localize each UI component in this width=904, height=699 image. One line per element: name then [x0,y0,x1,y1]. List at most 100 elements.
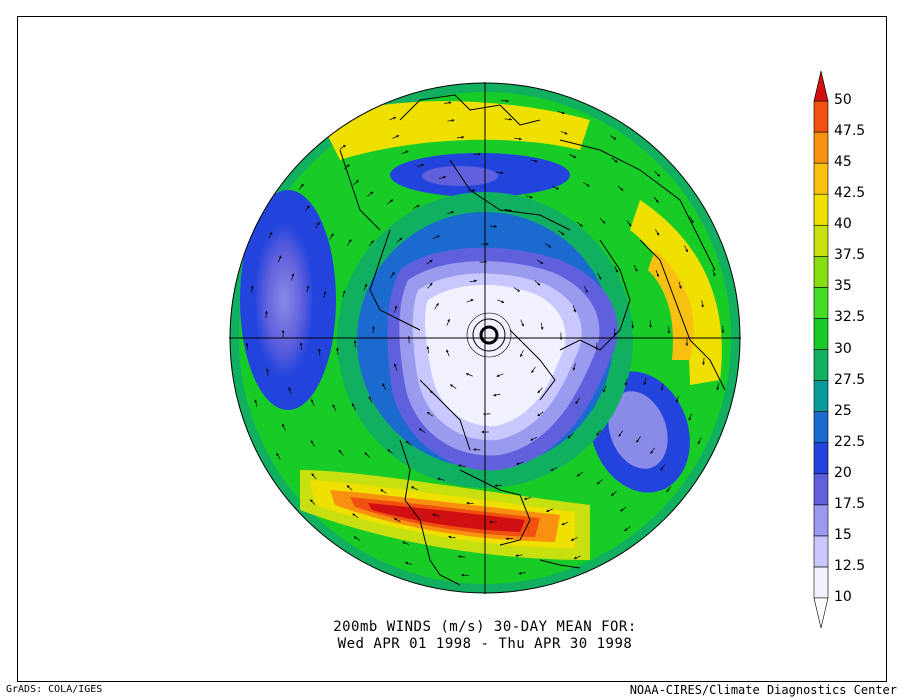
wind-vector-arrow [537,387,543,394]
wind-vector-arrow [315,222,320,229]
wind-vector-arrow [412,204,420,209]
colorbar-swatch [813,504,829,537]
wind-vector-arrow [394,305,398,313]
wind-vector-arrow [426,259,433,265]
colorbar-tick-label: 22.5 [834,433,866,450]
colorbar-tick-label: 20 [834,464,852,481]
wind-vector-arrow [536,259,544,265]
wind-vector-arrow [418,428,426,433]
wind-vector-arrow [666,486,672,493]
wind-vector-arrow [567,433,574,439]
wind-vector-arrow [426,345,430,354]
colorbar-swatch [813,349,829,381]
wind-vector-arrow [346,485,353,491]
wind-vector-arrow [654,170,661,177]
colorbar-swatch [813,442,829,475]
wind-speed-field [230,83,740,593]
colorbar-swatch [813,473,829,506]
colorbar-tick-label: 10 [834,589,852,605]
wind-vector-arrow [611,157,618,163]
wind-vector-arrow [352,180,359,186]
colorbar-swatch [813,224,829,257]
wind-vector-arrow [466,299,474,303]
wind-vector-arrow [282,423,286,431]
colorbar-tick-label: 47.5 [834,123,866,140]
wind-vector-arrow [611,490,618,496]
wind-vector-arrow [550,467,558,472]
wind-vector-arrow [583,285,588,293]
wind-vector-arrow [570,537,578,541]
wind-vector-arrow [655,269,659,278]
wind-vector-arrow [367,191,374,197]
wind-vector-arrow [617,185,624,191]
wind-vector-arrow [514,137,522,141]
wind-vector-arrow [702,357,706,366]
wind-vector-arrow [599,218,606,224]
wind-vector-arrow [291,273,295,281]
wind-vector-arrow [266,368,269,376]
wind-vector-arrow [530,436,538,441]
wind-vector-arrow [389,116,397,121]
wind-vector-arrow [309,499,316,506]
wind-vector-arrow [250,285,254,294]
wind-vector-arrow [382,383,387,391]
wind-vector-arrow [525,195,533,199]
colorbar-swatch [813,162,829,195]
wind-vector-arrow [596,479,603,485]
wind-vector-arrow [515,461,524,465]
colorbar-tick-label: 35 [834,278,852,295]
wind-vector-arrow [323,290,327,299]
footer-credit-left: GrADS: COLA/IGES [6,684,103,695]
plot-frame [17,16,887,682]
wind-vector-arrow [596,429,602,436]
wind-vector-arrow [332,404,337,412]
wind-vector-arrow [405,440,412,446]
wind-vector-arrow [653,196,659,203]
wind-vector-arrow [712,269,716,277]
wind-vector-arrow [306,285,310,293]
wind-vector-arrow [352,513,359,519]
wind-vector-arrow [552,185,560,190]
wind-vector-arrow [618,430,624,437]
colorbar-tick-label: 50 [834,92,852,108]
wind-vector-arrow [346,239,352,246]
wind-vector-arrow [339,144,346,150]
wind-vector-arrow [363,283,368,291]
wind-vector-arrow [276,452,281,460]
wind-vector-arrow [461,573,469,577]
wind-vector-arrow [620,506,627,512]
wind-vector-arrow [426,411,434,417]
wind-vector-arrow [393,518,401,522]
wind-vector-arrow [264,310,268,319]
wind-vector-arrow [678,281,682,289]
wind-vector-arrow [254,399,258,407]
wind-vector-arrow [572,305,577,313]
wind-vector-arrow [530,159,538,163]
wind-vector-arrow [518,571,526,575]
wind-vector-arrow [583,182,590,187]
wind-vector-arrow [537,411,544,417]
wind-vector-arrow [386,199,394,205]
wind-vector-arrow [336,347,339,355]
wind-vector-arrow [684,245,688,253]
wind-vector-arrow [437,477,445,481]
wind-vectors [245,99,725,577]
wind-vector-arrow [626,220,632,227]
colorbar-tick-label: 30 [834,340,852,357]
wind-vector-arrow [540,322,544,331]
wind-vector-arrow [410,486,418,491]
wind-vector-arrow [614,265,619,273]
wind-vector-arrow [569,154,577,158]
wind-vector-arrow [353,536,361,541]
wind-vector-arrow [520,319,524,327]
wind-vector-arrow [660,383,664,391]
colorbar-swatch [813,193,829,226]
wind-vector-arrow [515,554,523,557]
wind-vector-arrow [387,449,394,455]
wind-vector-arrow [351,403,356,411]
colorbar-tick-label: 40 [834,216,852,233]
wind-vector-arrow [458,464,466,468]
wind-vector-arrow [372,325,375,334]
colorbar-swatch [813,566,829,599]
